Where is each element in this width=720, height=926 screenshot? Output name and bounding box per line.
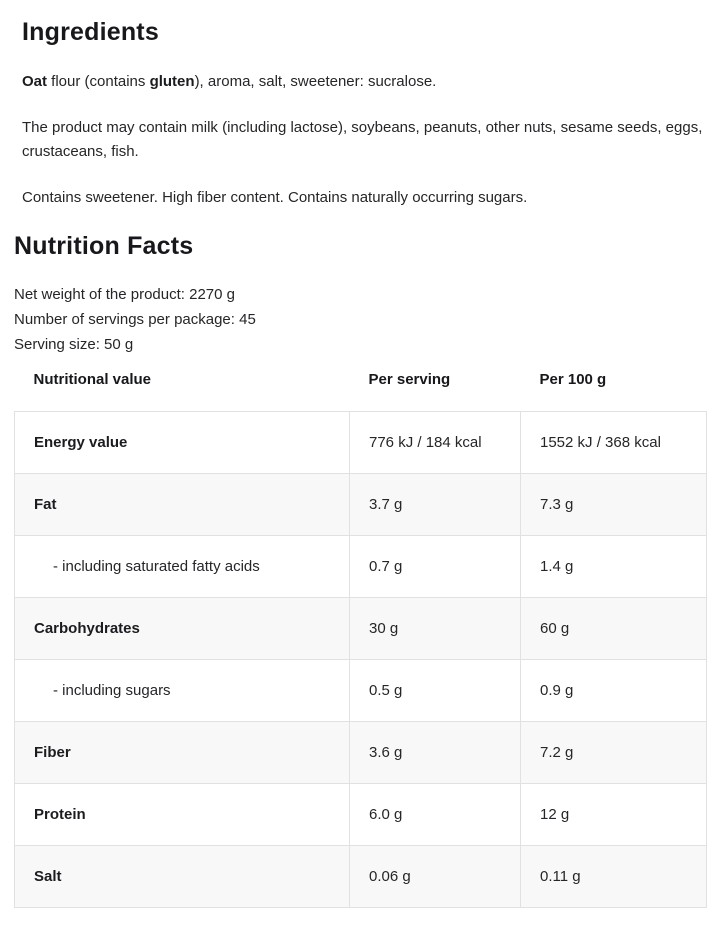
table-row-salt: Salt 0.06 g 0.11 g <box>14 845 707 908</box>
ingredient-oat: Oat <box>22 73 48 90</box>
allergen-may-contain-notice: The product may contain milk (including … <box>22 119 703 160</box>
nutrition-title: Nutrition Facts <box>14 232 194 260</box>
per-100g-value: 1.4 g <box>520 535 707 598</box>
composition-text: flour (contains <box>47 73 150 90</box>
per-serving-value: 3.7 g <box>349 473 521 536</box>
table-row-carbohydrates: Carbohydrates 30 g 60 g <box>14 597 707 660</box>
per-serving-value: 0.5 g <box>349 659 521 722</box>
table-row-fat: Fat 3.7 g 7.3 g <box>14 473 707 536</box>
table-row-protein: Protein 6.0 g 12 g <box>14 783 707 846</box>
row-label: Salt <box>14 845 350 908</box>
table-row-energy-value: Energy value 776 kJ / 184 kcal 1552 kJ /… <box>14 411 707 474</box>
row-label: Fiber <box>14 721 350 784</box>
per-100g-value: 0.11 g <box>520 845 707 908</box>
row-label: Carbohydrates <box>14 597 350 660</box>
allergen-gluten: gluten <box>149 73 195 90</box>
column-header-per-100g: Per 100 g <box>539 371 607 388</box>
composition-text-end: ), aroma, salt, sweetener: sucralose. <box>194 73 437 90</box>
table-row-fiber: Fiber 3.6 g 7.2 g <box>14 721 707 784</box>
ingredients-additional-notes: Contains sweetener. High fiber content. … <box>22 189 528 206</box>
row-label: - including saturated fatty acids <box>14 535 350 598</box>
nutrition-table-header-row: Nutritional value Per serving Per 100 g <box>15 371 707 412</box>
ingredients-composition: Oat flour (contains gluten), aroma, salt… <box>22 70 706 94</box>
ingredients-section: Ingredients Oat flour (contains gluten),… <box>14 18 706 210</box>
row-label: - including sugars <box>14 659 350 722</box>
per-serving-value: 3.6 g <box>349 721 521 784</box>
nutrition-table: Nutritional value Per serving Per 100 g … <box>14 371 707 908</box>
per-serving-value: 0.06 g <box>349 845 521 908</box>
per-serving-value: 0.7 g <box>349 535 521 598</box>
row-label: Protein <box>14 783 350 846</box>
per-100g-value: 0.9 g <box>520 659 707 722</box>
per-serving-value: 6.0 g <box>349 783 521 846</box>
column-header-nutritional-value: Nutritional value <box>33 371 152 388</box>
row-label: Fat <box>14 473 350 536</box>
table-row-sugars: - including sugars 0.5 g 0.9 g <box>14 659 707 722</box>
table-row-saturated-fatty-acids: - including saturated fatty acids 0.7 g … <box>14 535 707 598</box>
per-serving-value: 776 kJ / 184 kcal <box>349 411 521 474</box>
per-serving-value: 30 g <box>349 597 521 660</box>
servings-per-package-line: Number of servings per package: 45 <box>14 311 256 328</box>
ingredients-title: Ingredients <box>22 18 159 46</box>
serving-size-line: Serving size: 50 g <box>14 336 134 353</box>
row-label: Energy value <box>14 411 350 474</box>
per-100g-value: 7.2 g <box>520 721 707 784</box>
column-header-per-serving: Per serving <box>368 371 451 388</box>
nutrition-section: Nutrition Facts Net weight of the produc… <box>14 232 707 908</box>
per-100g-value: 12 g <box>520 783 707 846</box>
per-100g-value: 7.3 g <box>520 473 707 536</box>
net-weight-line: Net weight of the product: 2270 g <box>14 286 235 303</box>
per-100g-value: 60 g <box>520 597 707 660</box>
per-100g-value: 1552 kJ / 368 kcal <box>520 411 707 474</box>
